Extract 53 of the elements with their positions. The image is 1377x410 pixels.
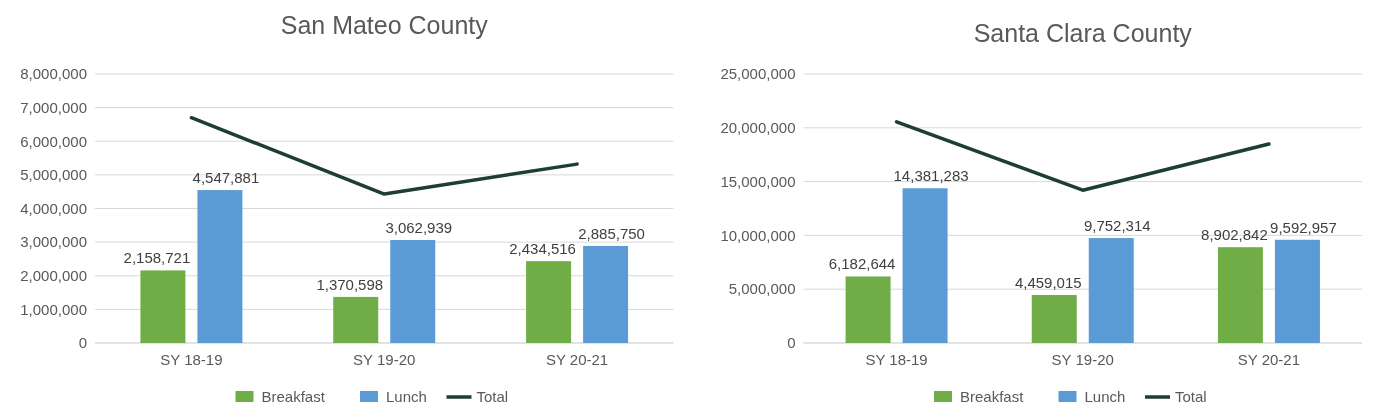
y-tick-label: 20,000,000 <box>720 119 796 137</box>
data-label: 9,592,957 <box>1270 218 1337 236</box>
bar <box>1274 239 1320 343</box>
data-label: 2,885,750 <box>578 224 645 242</box>
legend-label: Lunch <box>1084 388 1126 405</box>
y-tick-label: 4,000,000 <box>20 199 87 217</box>
data-label: 6,182,644 <box>828 255 896 273</box>
data-label: 1,370,598 <box>316 275 384 293</box>
y-tick-label: 2,000,000 <box>20 267 87 284</box>
y-tick-label: 0 <box>78 334 87 352</box>
x-tick-label: SY 18-19 <box>865 351 928 368</box>
legend-label: Lunch <box>386 388 427 405</box>
legend-label: Total <box>1175 388 1207 405</box>
bar <box>197 190 243 343</box>
bar <box>583 245 629 343</box>
y-tick-label: 8,000,000 <box>20 65 87 83</box>
chart-title: San Mateo County <box>280 11 489 39</box>
bar <box>902 188 948 343</box>
bar <box>845 276 891 343</box>
y-tick-label: 7,000,000 <box>20 98 87 116</box>
x-tick-label: SY 20-21 <box>545 351 609 368</box>
data-label: 2,158,721 <box>123 249 191 267</box>
data-label: 4,459,015 <box>1014 274 1082 292</box>
y-tick-label: 5,000,000 <box>20 166 87 184</box>
y-tick-label: 10,000,000 <box>720 226 796 244</box>
y-tick-label: 1,000,000 <box>20 300 87 318</box>
y-tick-label: 5,000,000 <box>728 280 796 298</box>
data-label: 4,547,881 <box>192 169 260 187</box>
y-tick-label: 6,000,000 <box>20 132 87 150</box>
data-label: 3,062,939 <box>385 219 453 237</box>
x-tick-label: SY 19-20 <box>353 351 416 368</box>
x-tick-label: SY 20-21 <box>1237 351 1301 368</box>
legend-label: Breakfast <box>261 388 326 405</box>
legend-label: Breakfast <box>960 388 1025 405</box>
bar <box>1088 238 1134 343</box>
y-tick-label: 25,000,000 <box>720 65 796 83</box>
bar <box>390 240 436 343</box>
x-tick-label: SY 19-20 <box>1051 351 1114 368</box>
chart-title: Santa Clara County <box>973 19 1193 47</box>
data-label: 9,752,314 <box>1083 217 1151 235</box>
y-tick-label: 0 <box>787 334 796 352</box>
bar <box>1217 247 1263 343</box>
bar <box>1031 295 1077 343</box>
legend-label: Total <box>476 388 509 405</box>
x-tick-label: SY 18-19 <box>160 351 223 368</box>
y-tick-label: 15,000,000 <box>720 172 796 190</box>
data-label: 2,434,516 <box>509 240 576 258</box>
bar <box>140 270 186 343</box>
data-label: 8,902,842 <box>1201 226 1268 244</box>
bar <box>333 296 379 343</box>
y-tick-label: 3,000,000 <box>20 233 87 251</box>
bar <box>526 261 572 343</box>
data-label: 14,381,283 <box>893 167 969 185</box>
